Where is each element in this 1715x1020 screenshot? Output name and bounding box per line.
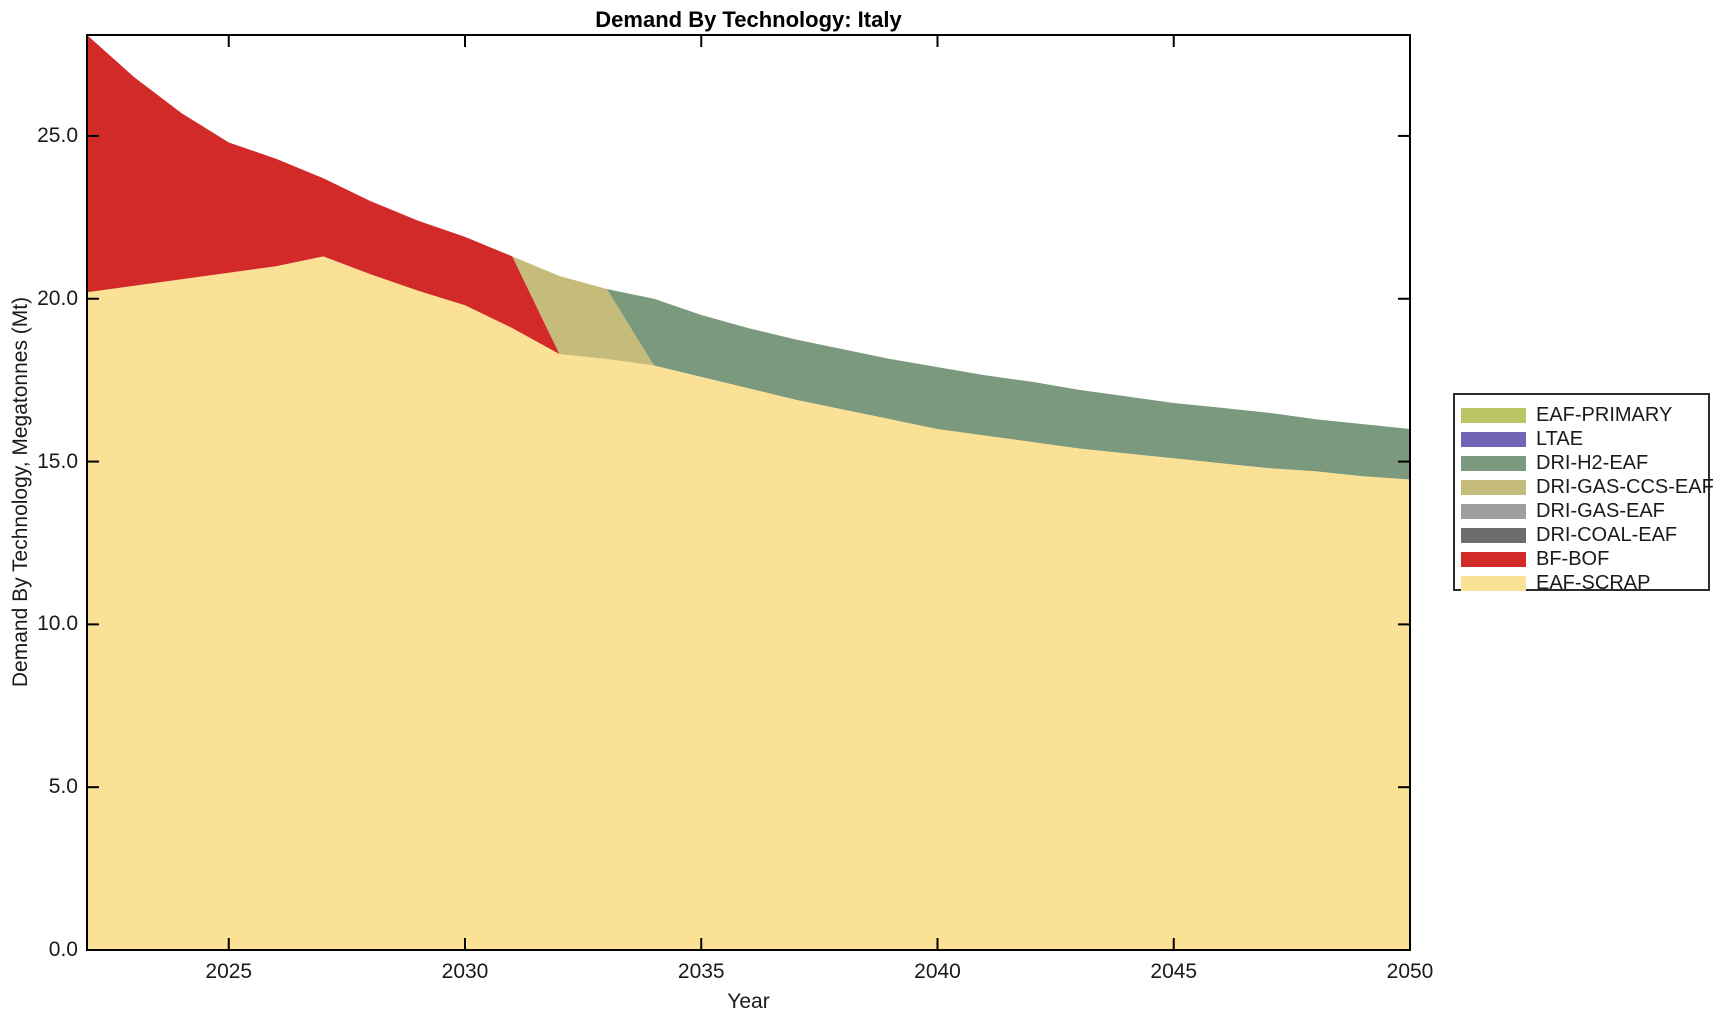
legend-row-dri-gas-ccs-eaf: DRI-GAS-CCS-EAF xyxy=(1455,475,1714,499)
x-tick-label: 2040 xyxy=(914,960,961,983)
plot-border xyxy=(86,34,1411,951)
legend-label: DRI-GAS-CCS-EAF xyxy=(1536,475,1714,498)
x-tick-label: 2045 xyxy=(1150,960,1198,983)
area-bf-bof xyxy=(87,35,1410,480)
legend-row-ltae: LTAE xyxy=(1455,427,1708,451)
legend-label: DRI-GAS-EAF xyxy=(1536,499,1665,522)
legend-label: BF-BOF xyxy=(1536,547,1610,570)
x-tick-label: 2050 xyxy=(1386,960,1434,983)
legend-label: DRI-H2-EAF xyxy=(1536,451,1649,474)
legend-row-bf-bof: BF-BOF xyxy=(1455,547,1708,571)
legend-row-dri-h2-eaf: DRI-H2-EAF xyxy=(1455,451,1708,475)
legend-label: DRI-COAL-EAF xyxy=(1536,523,1678,546)
legend-swatch-eaf-scrap xyxy=(1461,575,1526,591)
x-tick-label: 2035 xyxy=(677,960,725,983)
y-tick-label: 0.0 xyxy=(48,938,78,961)
legend-label: EAF-PRIMARY xyxy=(1536,403,1673,426)
legend-row-eaf-scrap: EAF-SCRAP xyxy=(1455,571,1708,595)
legend: EAF-PRIMARY LTAE DRI-H2-EAF DRI-GAS-CCS-EAF… xyxy=(1453,393,1714,594)
legend-label: LTAE xyxy=(1536,427,1584,450)
legend-swatch-dri-h2-eaf xyxy=(1461,455,1526,471)
legend-swatch-ltae xyxy=(1461,431,1526,447)
x-axis-label: Year xyxy=(727,990,770,1013)
legend-row-eaf-primary: EAF-PRIMARY xyxy=(1455,403,1708,427)
legend-swatch-dri-gas-eaf xyxy=(1461,503,1526,519)
y-tick-label: 15.0 xyxy=(37,449,78,473)
legend-row-dri-coal-eaf: DRI-COAL-EAF xyxy=(1455,523,1708,547)
legend-row-dri-gas-eaf: DRI-GAS-EAF xyxy=(1455,499,1708,523)
legend-swatch-dri-gas-ccs-eaf xyxy=(1461,479,1526,495)
y-tick-label: 10.0 xyxy=(37,612,78,636)
chart-title: Demand By Technology: Italy xyxy=(595,7,902,32)
stacked-areas xyxy=(87,35,1410,950)
y-tick-label: 5.0 xyxy=(48,775,78,799)
legend-swatch-bf-bof xyxy=(1461,551,1526,567)
y-tick-label: 20.0 xyxy=(37,286,78,310)
legend-swatch-eaf-primary xyxy=(1461,407,1526,423)
area-eaf-scrap xyxy=(87,256,1410,950)
area-dri-h2-eaf xyxy=(87,35,1410,480)
x-tick-label: 2025 xyxy=(205,960,253,983)
legend-swatch-dri-coal-eaf xyxy=(1461,527,1526,543)
x-tick-label: 2030 xyxy=(441,960,489,983)
legend-label: EAF-SCRAP xyxy=(1536,571,1651,594)
y-tick-label: 25.0 xyxy=(37,123,78,147)
